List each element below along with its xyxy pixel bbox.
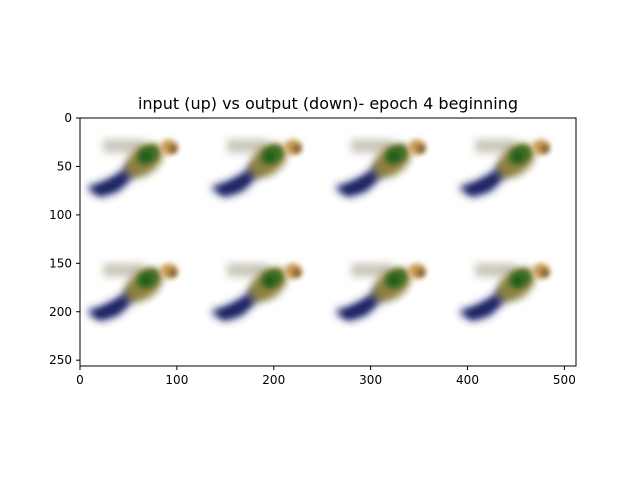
- chart-title: input (up) vs output (down)- epoch 4 beg…: [138, 94, 518, 113]
- sprite: [459, 263, 550, 322]
- sprite: [335, 263, 426, 322]
- sprite: [211, 139, 302, 198]
- y-tick-label: 100: [49, 208, 72, 222]
- y-axis: 0 50 100 150 200 250: [49, 111, 80, 367]
- x-tick-label: 300: [359, 373, 382, 387]
- x-tick-label: 400: [456, 373, 479, 387]
- sprite: [87, 263, 178, 322]
- y-tick-label: 150: [49, 256, 72, 270]
- x-tick-label: 0: [76, 373, 84, 387]
- x-tick-label: 100: [165, 373, 188, 387]
- x-tick-label: 200: [262, 373, 285, 387]
- axes-background: [80, 118, 576, 366]
- x-tick-label: 500: [553, 373, 576, 387]
- y-tick-label: 250: [49, 353, 72, 367]
- sprite: [459, 139, 550, 198]
- axes-frame: [79, 117, 577, 367]
- sprite: [87, 139, 178, 198]
- sprite: [211, 263, 302, 322]
- y-tick-label: 200: [49, 305, 72, 319]
- x-axis: 0 100 200 300 400 500: [76, 366, 576, 387]
- y-tick-label: 0: [64, 111, 72, 125]
- y-tick-label: 50: [57, 159, 72, 173]
- sprite: [335, 139, 426, 198]
- image-tiles: [87, 139, 550, 322]
